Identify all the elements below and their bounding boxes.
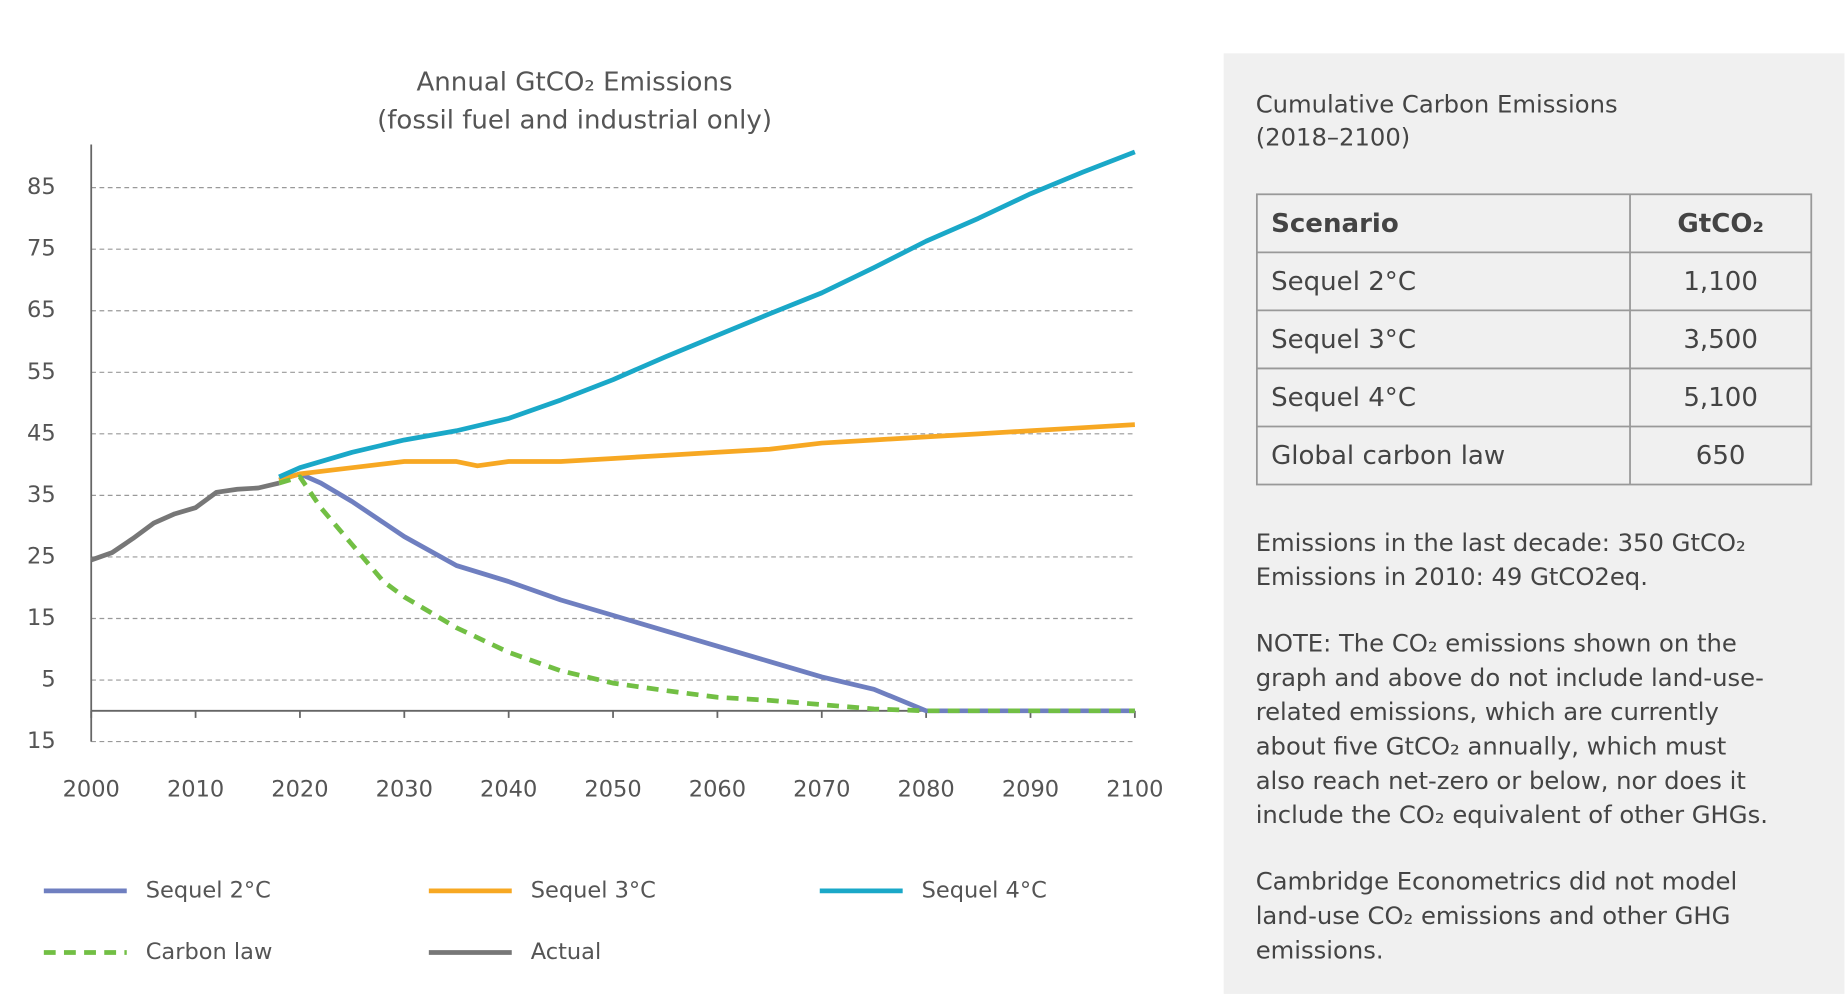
x-tick-label: 2090 xyxy=(1002,777,1059,803)
table-cell: 5,100 xyxy=(1683,383,1758,413)
legend-label: Carbon law xyxy=(146,939,273,965)
y-tick-label: 25 xyxy=(27,543,56,569)
note-line: NOTE: The CO₂ emissions shown on the xyxy=(1256,628,1737,657)
note-line: include the CO₂ equivalent of other GHGs… xyxy=(1256,800,1768,829)
note-line: land-use CO₂ emissions and other GHG xyxy=(1256,901,1731,930)
x-tick-label: 2000 xyxy=(63,777,120,803)
table-cell: Sequel 3°C xyxy=(1271,325,1416,355)
table-cell: 1,100 xyxy=(1683,267,1758,297)
x-tick-label: 2020 xyxy=(271,777,328,803)
note-line: also reach net-zero or below, nor does i… xyxy=(1256,766,1746,795)
line-series xyxy=(278,474,1135,714)
x-tick-label: 2080 xyxy=(897,777,954,803)
note-line: Emissions in the last decade: 350 GtCO₂ xyxy=(1256,528,1746,557)
panel-title: Cumulative Carbon Emissions xyxy=(1256,89,1618,118)
table-cell: 3,500 xyxy=(1683,325,1758,355)
y-tick-label: 35 xyxy=(27,482,56,508)
line-series xyxy=(278,149,1136,480)
legend-label: Sequel 2°C xyxy=(146,877,271,903)
y-tick-label: 75 xyxy=(27,236,56,262)
y-tick-label: 85 xyxy=(27,174,56,200)
table-cell: Sequel 2°C xyxy=(1271,267,1416,297)
note-line: graph and above do not include land-use- xyxy=(1256,663,1764,692)
line-series xyxy=(278,471,1135,714)
note-line: emissions. xyxy=(1256,935,1384,964)
legend-label: Actual xyxy=(531,939,602,965)
line-series xyxy=(278,422,1136,483)
x-tick-label: 2060 xyxy=(689,777,746,803)
x-tick-label: 2050 xyxy=(584,777,641,803)
line-series xyxy=(90,480,280,563)
table-cell: GtCO₂ xyxy=(1677,209,1764,239)
x-tick-label: 2100 xyxy=(1106,777,1163,803)
note-line: related emissions, which are currently xyxy=(1256,697,1719,726)
y-tick-label: 65 xyxy=(27,297,56,323)
y-tick-label: 45 xyxy=(27,420,56,446)
note-line: Cambridge Econometrics did not model xyxy=(1256,867,1738,896)
y-tick-label: 5 xyxy=(41,667,55,693)
x-tick-label: 2070 xyxy=(793,777,850,803)
legend-label: Sequel 3°C xyxy=(531,877,656,903)
chart-title: Annual GtCO₂ Emissions xyxy=(416,67,732,97)
table-cell: Scenario xyxy=(1271,209,1399,239)
legend-label: Sequel 4°C xyxy=(922,877,1047,903)
note-line: about five GtCO₂ annually, which must xyxy=(1256,732,1727,761)
y-tick-label: 55 xyxy=(27,359,56,385)
y-tick-label: 15 xyxy=(27,605,56,631)
table-cell: Global carbon law xyxy=(1271,441,1505,471)
y-tick-label: 15 xyxy=(27,728,56,754)
note-line: Emissions in 2010: 49 GtCO2eq. xyxy=(1256,562,1648,591)
x-tick-label: 2040 xyxy=(480,777,537,803)
table-cell: Sequel 4°C xyxy=(1271,383,1416,413)
x-tick-label: 2010 xyxy=(167,777,224,803)
x-tick-label: 2030 xyxy=(376,777,433,803)
panel-title: (2018–2100) xyxy=(1256,123,1411,152)
table-cell: 650 xyxy=(1696,441,1746,471)
table xyxy=(1255,193,1813,486)
panel: Cumulative Carbon Emissions (2018–2100) Sc… xyxy=(1255,89,1813,964)
chart-title: (fossil fuel and industrial only) xyxy=(377,105,772,135)
